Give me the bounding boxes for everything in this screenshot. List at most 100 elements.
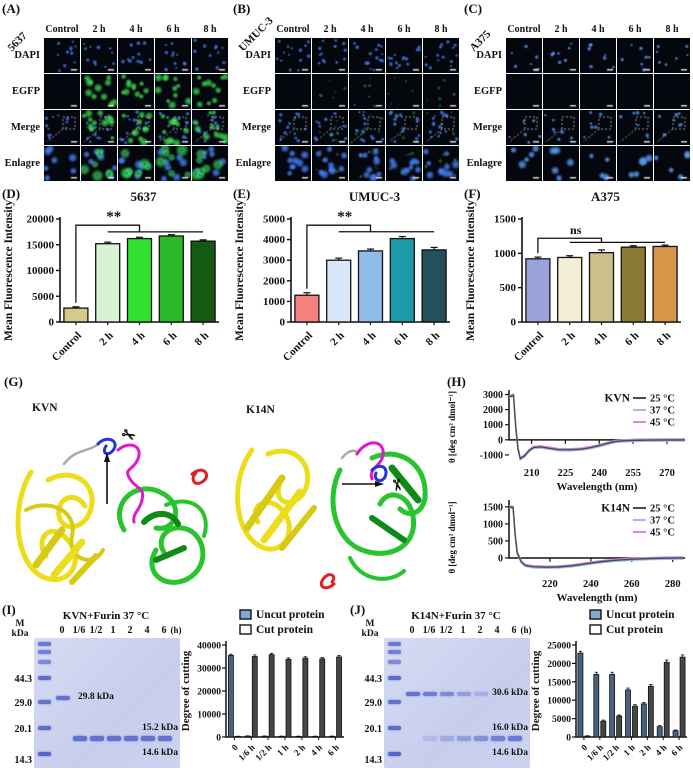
gel-title: KVN+Furin 37 °C xyxy=(62,610,150,622)
y-tick-label: 0 xyxy=(566,734,571,744)
marker-label: 29.0 xyxy=(14,698,33,709)
panel-protein-structures: (G) KVN K14N ✂ ✂ xyxy=(0,370,445,605)
yellow-strand xyxy=(260,488,304,544)
column-headers: Control 2 h 4 h 6 h 8 h xyxy=(506,24,690,35)
y-tick-label: 3000 xyxy=(263,255,286,267)
bar-Uncut-protein xyxy=(577,652,584,738)
y-tick-label: 10000 xyxy=(197,711,221,721)
column-header: 4 h xyxy=(360,24,374,35)
red-loop xyxy=(190,468,208,485)
lane-header: 6 xyxy=(161,625,167,636)
ladder-band xyxy=(388,752,401,756)
micrograph-tile xyxy=(118,146,154,181)
green-strand xyxy=(369,515,407,543)
ladder-band xyxy=(388,642,401,646)
protein-band-upper xyxy=(406,692,420,696)
legend-series-name: KVN xyxy=(604,393,630,405)
legend-label: 37 °C xyxy=(650,406,675,417)
ladder-band xyxy=(38,676,51,680)
protein-band-lower xyxy=(508,736,522,741)
y-tick-label: 20000 xyxy=(27,214,55,226)
legend-label: Cut protein xyxy=(606,624,664,636)
y-tick-label: 20000 xyxy=(197,688,221,698)
bar xyxy=(190,240,216,323)
band-label: 29.8 kDa xyxy=(78,692,114,702)
bar xyxy=(158,235,184,323)
micrograph-tile xyxy=(506,38,542,73)
lane-header: 1 xyxy=(110,625,116,636)
line-chart-H_KVN: θ [deg cm² dmol⁻¹] 3000 2000 1000 0 -1000 210 2… xyxy=(447,390,686,493)
x-tick-label: 4 h xyxy=(360,330,379,349)
legend-swatch xyxy=(239,609,252,620)
bar xyxy=(63,307,89,323)
lane-header: 0 xyxy=(59,625,65,636)
marker-label: 14.3 xyxy=(364,755,383,766)
lane-header: 6 xyxy=(511,625,517,636)
protein-band-lower xyxy=(90,736,104,741)
column-header: 4 h xyxy=(129,24,143,35)
cd-spectrum-k14n: θ [deg cm² dmol⁻¹] 1500 1000 500 0 220 240 260 2… xyxy=(445,494,693,610)
protein-band-lower xyxy=(107,736,121,741)
band-label: 14.6 kDa xyxy=(142,748,178,758)
micrograph-tile xyxy=(81,110,117,145)
ladder-band xyxy=(38,642,51,646)
micrograph-tile xyxy=(312,110,348,145)
y-tick-label: 500 xyxy=(488,536,503,547)
micrograph-grid xyxy=(506,38,690,181)
x-tick-label: 280 xyxy=(665,579,681,590)
x-tick-label: 6 h xyxy=(161,330,180,349)
ribbon-structure-kvn: ✂ xyxy=(6,410,218,607)
panel-bar-chart-5637: (D) 5637 Mean Fluorescence Intensity 0 5000… xyxy=(0,185,231,370)
ladder-band xyxy=(38,650,51,654)
micrograph-tile xyxy=(81,74,117,109)
gel-body xyxy=(384,638,530,768)
micrograph-tile xyxy=(580,74,616,109)
column-header: 2 h xyxy=(554,24,568,35)
row-label: DAPI xyxy=(476,50,502,61)
bar-Cut-protein xyxy=(336,656,342,738)
row-label: EGFP xyxy=(474,86,502,97)
legend-label: Cut protein xyxy=(256,624,314,636)
structure-name-k14n: K14N xyxy=(246,404,275,416)
micrograph-tile xyxy=(386,146,422,181)
lane-header: 1/2 xyxy=(439,625,453,636)
micrograph-grid xyxy=(44,38,228,181)
y-tick-label: 500 xyxy=(500,282,517,294)
chart-title: UMUC-3 xyxy=(349,189,401,204)
column-header: Control xyxy=(276,24,310,35)
micrograph-tile xyxy=(275,74,311,109)
band-label: 16.0 kDa xyxy=(492,723,528,733)
panel-label-g: (G) xyxy=(4,374,23,389)
micrograph-tile xyxy=(312,146,348,181)
yellow-strand xyxy=(243,474,286,532)
lane-header: 2 xyxy=(477,625,483,636)
row-label: DAPI xyxy=(245,50,271,61)
micrograph-tile xyxy=(349,110,385,145)
bar-chart-D: 5637 Mean Fluorescence Intensity 0 5000 1000… xyxy=(3,189,219,364)
y-tick-label: 0 xyxy=(216,734,221,744)
bar-Uncut-protein xyxy=(593,674,600,738)
micrograph-tile xyxy=(423,146,459,181)
ladder-band xyxy=(388,660,401,664)
column-header: 8 h xyxy=(665,24,679,35)
x-tick-label: 220 xyxy=(542,579,558,590)
row-label: Enlagre xyxy=(466,158,502,169)
bar-Cut-protein xyxy=(632,705,638,738)
lane-header: 0 xyxy=(409,625,415,636)
micrograph-tile xyxy=(423,110,459,145)
y-tick-label: 20000 xyxy=(547,660,571,670)
y-tick-label: 2000 xyxy=(483,405,503,416)
x-tick-label: 4 h xyxy=(653,742,668,757)
bar-Cut-protein xyxy=(584,735,591,738)
axes xyxy=(225,641,344,738)
micrograph-tile xyxy=(654,74,690,109)
legend-label: 25 °C xyxy=(650,394,675,405)
row-label: Merge xyxy=(472,122,502,133)
significance-bracket xyxy=(75,224,141,303)
column-header: Control xyxy=(507,24,541,35)
legend-label: 37 °C xyxy=(650,516,675,527)
marker-label: 20.1 xyxy=(14,724,33,735)
protein-band-lower xyxy=(141,736,155,741)
